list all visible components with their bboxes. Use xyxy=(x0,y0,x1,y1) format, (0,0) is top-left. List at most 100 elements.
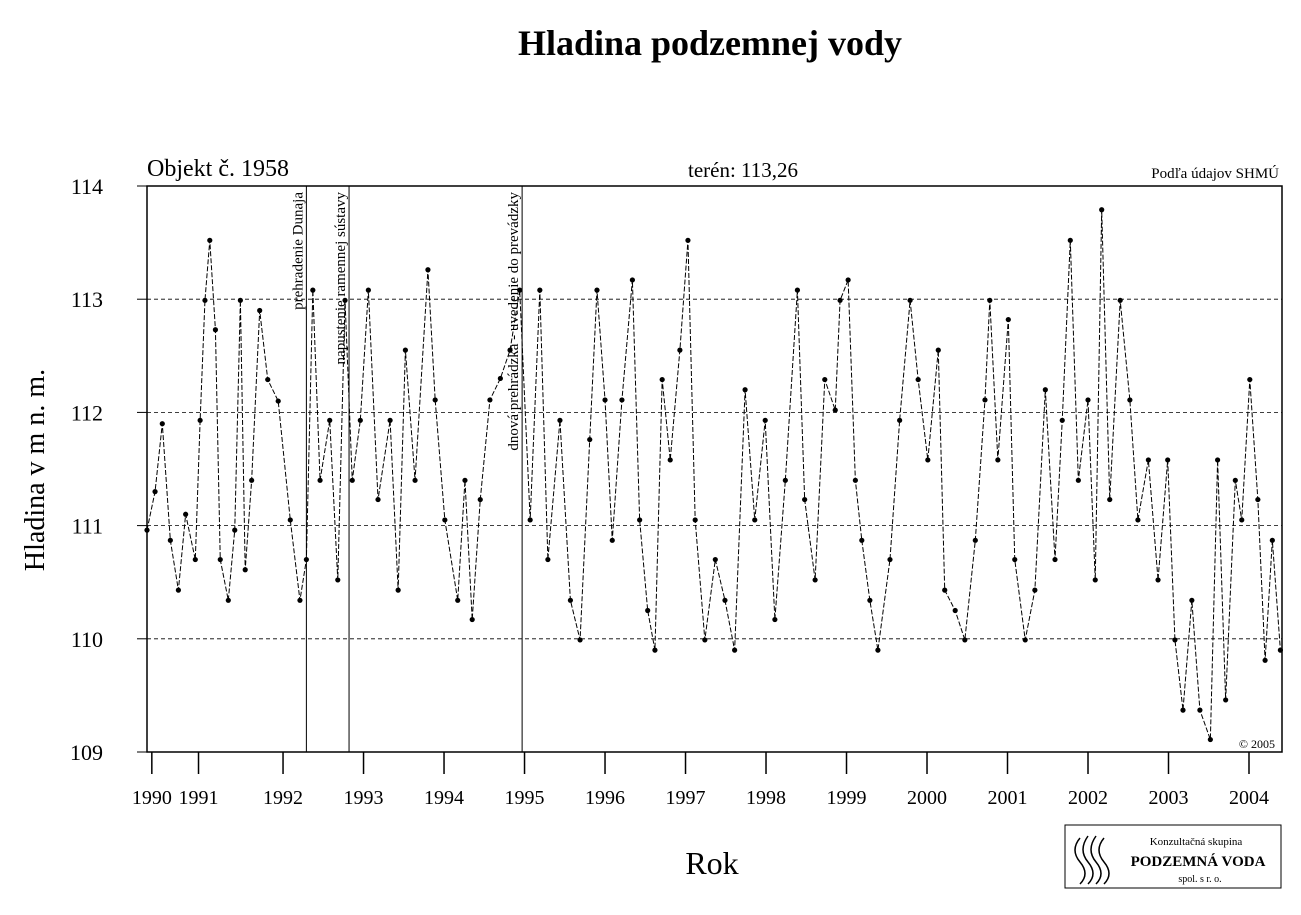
data-point xyxy=(183,511,189,517)
data-point xyxy=(1155,577,1161,583)
x-tick-label: 1992 xyxy=(263,787,303,809)
data-point xyxy=(545,556,551,563)
data-point xyxy=(507,347,513,353)
data-point xyxy=(1067,237,1073,243)
data-point xyxy=(995,457,1001,463)
data-point xyxy=(1059,417,1065,423)
x-tick-label: 1991 xyxy=(179,787,219,809)
data-point xyxy=(469,616,475,623)
data-point xyxy=(567,597,574,603)
data-point xyxy=(1012,556,1018,563)
data-point xyxy=(722,597,728,603)
data-point xyxy=(357,417,363,423)
data-point xyxy=(275,398,281,404)
y-tick-label: 111 xyxy=(72,514,103,539)
data-point xyxy=(742,387,748,393)
data-point xyxy=(712,556,718,563)
x-tick-label: 2003 xyxy=(1149,787,1189,809)
data-point xyxy=(1269,537,1275,543)
y-tick-label: 109 xyxy=(70,740,103,765)
data-point xyxy=(327,417,333,423)
data-point xyxy=(249,477,255,483)
data-point xyxy=(602,397,608,403)
data-point xyxy=(812,577,818,583)
data-point xyxy=(1172,637,1178,643)
data-point xyxy=(619,397,625,403)
x-tick-label: 2002 xyxy=(1068,787,1108,809)
data-point xyxy=(802,496,808,503)
data-point xyxy=(287,517,293,523)
data-point xyxy=(875,647,881,653)
data-point xyxy=(732,647,738,653)
y-axis-title: Hladina v m n. m. xyxy=(20,369,51,571)
data-point xyxy=(517,287,523,293)
plot-frame xyxy=(146,185,1283,753)
data-point xyxy=(577,637,583,643)
data-point xyxy=(237,297,243,303)
data-point xyxy=(1135,517,1141,523)
data-point xyxy=(1075,477,1081,483)
x-tick-label: 1994 xyxy=(424,787,464,809)
x-tick-label: 2001 xyxy=(988,787,1028,809)
data-point xyxy=(845,277,851,283)
data-point xyxy=(432,397,438,403)
data-point xyxy=(1085,397,1091,403)
data-point xyxy=(832,407,838,413)
data-point xyxy=(652,647,658,653)
series-line xyxy=(146,209,1281,740)
data-point xyxy=(202,297,208,303)
data-point xyxy=(1092,577,1098,583)
chart-title: Hladina podzemnej vody xyxy=(518,23,902,63)
x-tick-label: 1999 xyxy=(827,787,867,809)
data-point xyxy=(462,477,468,483)
data-point xyxy=(667,457,673,463)
copyright: © 2005 xyxy=(1239,737,1275,751)
data-point xyxy=(645,607,651,614)
data-point xyxy=(1165,457,1171,463)
data-point xyxy=(317,477,323,483)
logo-frame xyxy=(1064,824,1282,889)
logo-line: PODZEMNÁ VODA xyxy=(1131,853,1266,870)
data-point xyxy=(852,477,858,483)
data-point xyxy=(629,277,635,283)
data-point xyxy=(1107,496,1113,503)
data-point xyxy=(822,376,828,383)
data-point xyxy=(144,527,150,533)
data-point xyxy=(637,517,643,523)
data-point xyxy=(242,567,248,573)
data-point xyxy=(349,477,355,483)
data-point xyxy=(859,537,865,543)
data-point xyxy=(1099,207,1105,213)
data-point xyxy=(987,297,993,303)
x-tick-label: 2004 xyxy=(1229,787,1269,809)
data-point xyxy=(1239,517,1245,523)
data-point xyxy=(1032,587,1038,593)
data-point xyxy=(752,517,758,523)
data-point xyxy=(1042,387,1048,393)
x-tick-label: 1990 xyxy=(132,787,172,809)
terrain-label: terén: 113,26 xyxy=(688,158,798,182)
data-point xyxy=(692,517,698,523)
y-tick-label: 110 xyxy=(71,627,103,652)
data-point xyxy=(152,489,158,495)
data-point xyxy=(217,556,223,563)
data-point xyxy=(762,417,768,423)
data-point xyxy=(455,597,461,603)
data-point xyxy=(837,297,843,303)
data-point xyxy=(387,417,393,423)
x-tick-label: 1995 xyxy=(505,787,545,809)
x-tick-label: 1997 xyxy=(666,787,706,809)
data-point xyxy=(342,297,348,303)
data-point xyxy=(1180,707,1186,713)
data-point xyxy=(659,376,665,383)
data-point xyxy=(1207,736,1213,743)
data-point xyxy=(412,477,418,483)
data-point xyxy=(1189,597,1195,603)
data-point xyxy=(1197,707,1203,713)
data-point xyxy=(1223,697,1229,703)
data-point xyxy=(310,287,316,293)
data-point xyxy=(1022,637,1028,643)
y-tick-label: 113 xyxy=(71,287,103,312)
data-point xyxy=(303,556,309,563)
